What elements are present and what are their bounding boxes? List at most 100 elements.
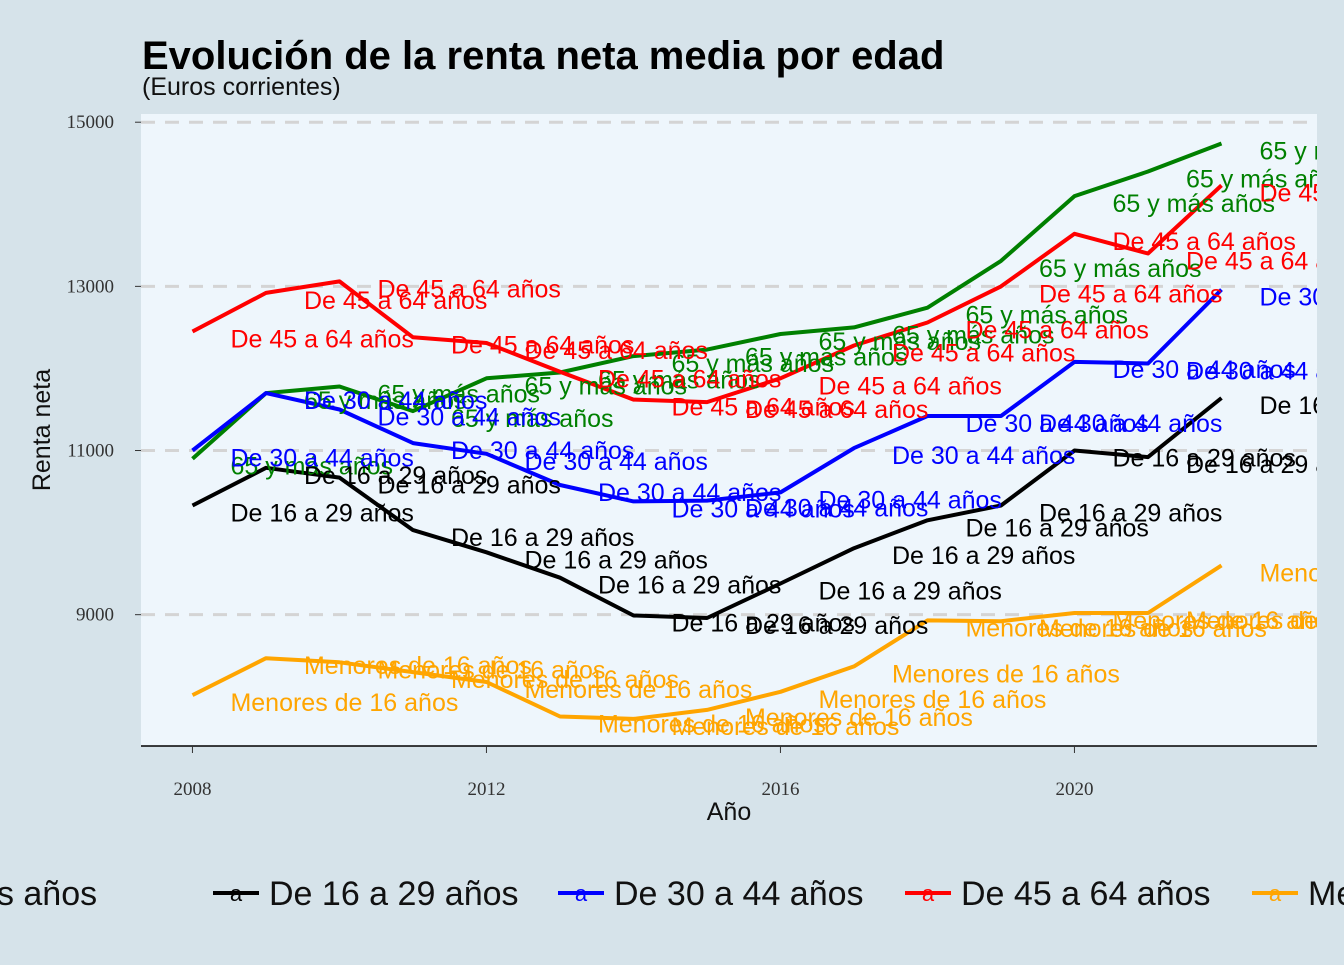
point-label: 65 y más años: [598, 367, 761, 395]
y-tick-label: 9000: [76, 605, 114, 626]
legend-key-symbol: a: [922, 881, 935, 906]
point-label: De 45 a 64 años: [1259, 179, 1344, 207]
point-label: 65 y más años: [818, 328, 981, 356]
legend: a 65 y más años a De 16 a 29 años a De 30 a 4…: [0, 875, 1344, 913]
point-label: De 16 a 29 años: [1039, 500, 1222, 528]
point-label: Menores de 16 años: [818, 686, 1046, 714]
point-label: De 30 a 44 años: [598, 479, 781, 507]
point-label: 65 y más años: [451, 405, 614, 433]
point-label: 65 y más años: [1112, 190, 1275, 218]
legend-item-label: De 16 a 29 años: [269, 875, 519, 913]
series-line: [191, 183, 1223, 405]
point-label: De 16 a 29 años: [671, 609, 854, 637]
point-label: De 16 a 29 años: [451, 524, 634, 552]
point-label: De 16 a 29 años: [745, 612, 928, 640]
x-axis-ticks: 2008 2012 2016 2020: [173, 746, 1093, 800]
point-label: 65 y más años: [304, 387, 467, 415]
chart-title: Evolución de la renta neta media por eda…: [142, 34, 944, 78]
point-label: 65 y más años: [377, 380, 540, 408]
point-label: De 16 a 29 años: [1186, 451, 1344, 479]
point-label: De 45 a 64 años: [671, 394, 854, 422]
point-label: Menores de 16 años: [1112, 607, 1340, 635]
series-line: [191, 563, 1223, 721]
series-lines: [191, 141, 1223, 721]
point-label: De 45 a 64 años: [304, 287, 487, 315]
point-label: Menores de 16 años: [377, 656, 605, 684]
point-label: De 16 a 29 años: [965, 514, 1148, 542]
point-label: 65 y más años: [524, 372, 687, 400]
point-label: Menores de 16 años: [524, 676, 752, 704]
chart-subtitle: (Euros corrientes): [142, 73, 341, 101]
point-label: De 30 a 44 años: [892, 442, 1075, 470]
legend-item-label: Menores de 16 años: [1308, 875, 1344, 913]
point-label: De 30 a 44 años: [745, 495, 928, 523]
y-axis-title: Renta neta: [28, 369, 56, 491]
legend-key-symbol: a: [575, 881, 588, 906]
series-line: [191, 288, 1223, 504]
point-label: De 30 a 44 años: [451, 437, 634, 465]
point-label: 65 y más años: [892, 321, 1055, 349]
point-label: De 45 a 64 años: [1112, 228, 1295, 256]
point-label: De 30 a 44 años: [1186, 358, 1344, 386]
point-label: De 45 a 64 años: [818, 372, 1001, 400]
point-label: De 45 a 64 años: [745, 396, 928, 424]
x-tick-label: 2008: [173, 779, 211, 800]
series-line: [191, 141, 1223, 461]
point-label: Menores de 16 años: [745, 704, 973, 732]
point-label: De 45 a 64 años: [1039, 280, 1222, 308]
point-label: De 30 a 44 años: [818, 486, 1001, 514]
plot-panel: [141, 114, 1317, 746]
point-label: 65 y más años: [745, 344, 908, 372]
series-line: [191, 396, 1223, 620]
point-label: De 16 a 29 años: [1259, 392, 1344, 420]
point-label: De 16 a 29 años: [377, 472, 560, 500]
point-label: De 30 a 44 años: [377, 403, 560, 431]
point-label: Menores de 16 años: [230, 689, 458, 717]
point-label: 65 y más años: [1259, 138, 1344, 166]
legend-item-label: De 45 a 64 años: [961, 875, 1211, 913]
point-label: De 16 a 29 años: [304, 462, 487, 490]
legend-key-symbol: a: [230, 881, 243, 906]
point-label: De 16 a 29 años: [1112, 445, 1295, 473]
point-label: De 30 a 44 años: [1259, 284, 1344, 312]
y-tick-label: 13000: [67, 276, 115, 297]
point-label: De 30 a 44 años: [965, 410, 1148, 438]
x-tick-label: 2020: [1055, 779, 1093, 800]
point-label: De 30 a 44 años: [1112, 356, 1295, 384]
x-axis-title: Año: [707, 798, 751, 826]
point-label: De 45 a 64 años: [1186, 248, 1344, 276]
point-label: 65 y más años: [1186, 165, 1344, 193]
point-label: De 16 a 29 años: [524, 546, 707, 574]
x-tick-label: 2012: [467, 779, 505, 800]
point-label: De 16 a 29 años: [818, 577, 1001, 605]
point-label: Menores de 16 años: [1039, 615, 1267, 643]
point-label: Menores de 16 años: [451, 666, 679, 694]
y-tick-label: 15000: [67, 112, 115, 133]
point-label: Menores de 16 años: [1186, 607, 1344, 635]
point-label: 65 y más años: [1039, 255, 1202, 283]
point-label: De 30 a 44 años: [524, 448, 707, 476]
point-label: De 16 a 29 años: [230, 500, 413, 528]
point-label: Menores de 16 años: [892, 660, 1120, 688]
point-label: De 45 a 64 años: [451, 331, 634, 359]
y-tick-label: 11000: [67, 441, 114, 462]
point-label: Menores de 16 años: [598, 710, 826, 738]
point-label: De 45 a 64 años: [524, 337, 707, 365]
point-label: 65 y más años: [230, 453, 393, 481]
point-label: De 30 a 44 años: [304, 387, 487, 415]
point-label: De 30 a 44 años: [1039, 410, 1222, 438]
x-tick-label: 2016: [761, 779, 799, 800]
point-label: Menores de 16 años: [1259, 559, 1344, 587]
point-label: Menores de 16 años: [965, 614, 1193, 642]
legend-item-label: De 30 a 44 años: [614, 875, 864, 913]
point-label: 65 y más años: [671, 350, 834, 378]
point-label: De 45 a 64 años: [965, 316, 1148, 344]
point-label: De 45 a 64 años: [377, 275, 560, 303]
point-label: 65 y más años: [965, 302, 1128, 330]
point-label: De 30 a 44 años: [230, 445, 413, 473]
point-label: De 45 a 64 años: [598, 366, 781, 394]
point-label: Menores de 16 años: [304, 652, 532, 680]
